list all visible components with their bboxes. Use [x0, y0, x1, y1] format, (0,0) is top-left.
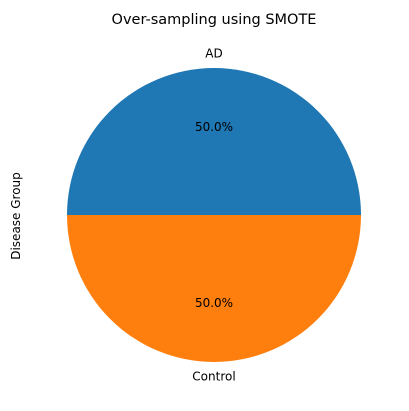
pie-slice-ad [67, 68, 361, 215]
pct-label-ad: 50.0% [195, 120, 233, 134]
pct-label-control: 50.0% [195, 296, 233, 310]
slice-label-ad: AD [205, 46, 222, 60]
chart-title: Over-sampling using SMOTE [112, 12, 317, 28]
y-axis-label: Disease Group [9, 172, 23, 260]
pie-labels: AD 50.0% Control 50.0% [192, 46, 235, 383]
slice-label-control: Control [192, 370, 235, 384]
pie-slices [67, 68, 361, 362]
pie-slice-control [67, 215, 361, 362]
